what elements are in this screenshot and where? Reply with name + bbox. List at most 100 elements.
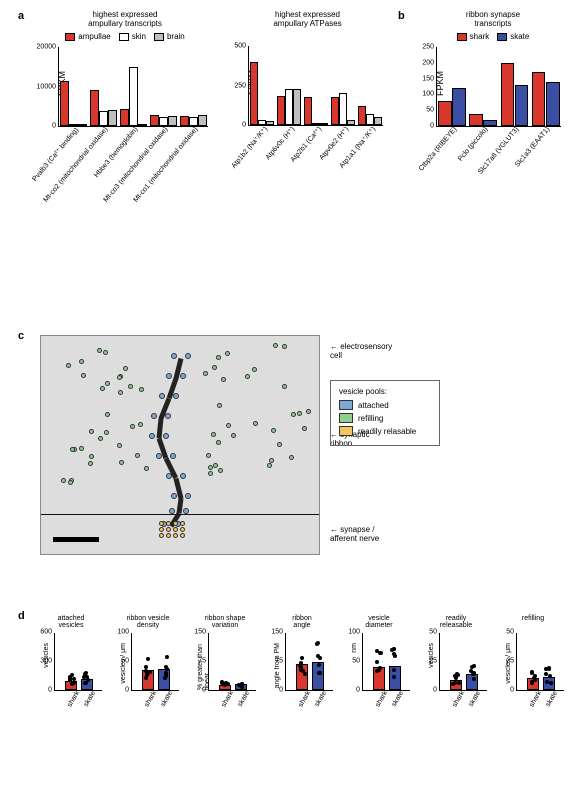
vesicle-refilling bbox=[118, 390, 123, 395]
datapoint bbox=[451, 682, 455, 686]
datapoint bbox=[299, 661, 303, 665]
panel-c-label: c bbox=[18, 330, 24, 342]
ytick: 150 bbox=[271, 629, 286, 636]
bar bbox=[374, 117, 382, 125]
panel-d-chart: ribbon vesicledensity vesicles / μm05010… bbox=[117, 615, 179, 691]
vpool-title: vesicle pools: bbox=[339, 387, 431, 396]
xlabel: shark bbox=[66, 690, 81, 708]
bar bbox=[180, 116, 189, 126]
vesicle-releasable bbox=[166, 521, 171, 526]
bar bbox=[293, 89, 301, 125]
datapoint bbox=[220, 681, 224, 685]
vesicle-refilling bbox=[217, 403, 222, 408]
xlabel: Pclo (piccolo) bbox=[457, 126, 489, 163]
vesicle-refilling bbox=[79, 359, 84, 364]
xlabel: Ctbp2a (RIBEYE) bbox=[417, 126, 458, 173]
vesicle-refilling bbox=[89, 454, 94, 459]
ytick: 150 bbox=[194, 629, 209, 636]
ytick: 150 bbox=[422, 75, 437, 82]
vesicle-attached bbox=[163, 433, 169, 439]
bar bbox=[483, 120, 497, 126]
chart-ribbon-transcripts: ribbon synapsetranscripts sharkskate FPK… bbox=[418, 10, 568, 127]
vesicle-attached bbox=[180, 373, 186, 379]
panel-b-label: b bbox=[398, 10, 405, 22]
bar bbox=[358, 106, 366, 125]
ytick: 50 bbox=[506, 629, 517, 636]
vesicle-refilling bbox=[100, 386, 105, 391]
vesicle-refilling bbox=[282, 344, 287, 349]
datapoint bbox=[377, 668, 381, 672]
ytick: 20000 bbox=[37, 44, 59, 51]
vesicle-refilling bbox=[289, 455, 294, 460]
bar bbox=[150, 115, 159, 126]
vesicle-refilling bbox=[105, 381, 110, 386]
vesicle-refilling bbox=[302, 426, 307, 431]
chart-a-legend: ampullaeskinbrain bbox=[40, 32, 210, 41]
legend-item: shark bbox=[457, 32, 490, 41]
vesicle-refilling bbox=[97, 348, 102, 353]
ytick: 50 bbox=[352, 658, 363, 665]
datapoint bbox=[456, 673, 460, 677]
datapoint bbox=[164, 665, 168, 669]
ytick: 0 bbox=[125, 687, 132, 694]
datapoint bbox=[318, 656, 322, 660]
ytick: 300 bbox=[40, 658, 55, 665]
vesicle-refilling bbox=[271, 428, 276, 433]
vpool-item: attached bbox=[339, 400, 431, 410]
panel-d-chart: refilling vesicles / μm02550sharkskate bbox=[502, 615, 564, 691]
datapoint bbox=[70, 682, 74, 686]
xlabel: skate bbox=[160, 690, 174, 708]
vesicle-refilling bbox=[212, 365, 217, 370]
datapoint bbox=[471, 672, 475, 676]
panel-d-chart: ribbonangle angle from PM075150sharkskat… bbox=[271, 615, 333, 691]
vesicle-releasable bbox=[180, 521, 185, 526]
bar bbox=[99, 111, 108, 126]
vesicle-attached bbox=[159, 393, 165, 399]
datapoint bbox=[317, 663, 321, 667]
vesicle-releasable bbox=[173, 521, 178, 526]
datapoint bbox=[239, 684, 243, 688]
datapoint bbox=[299, 668, 303, 672]
vesicle-attached bbox=[171, 493, 177, 499]
xlabel: skate bbox=[468, 690, 482, 708]
bar bbox=[138, 124, 147, 126]
vesicle-refilling bbox=[225, 351, 230, 356]
datapoint bbox=[544, 672, 548, 676]
ytick: 0 bbox=[242, 122, 249, 129]
xlabel: skate bbox=[237, 690, 251, 708]
datapoint bbox=[530, 680, 534, 684]
vesicle-refilling bbox=[68, 480, 73, 485]
legend-item: brain bbox=[154, 32, 185, 41]
vesicle-attached bbox=[165, 413, 171, 419]
datapoint bbox=[547, 666, 551, 670]
vesicle-refilling bbox=[117, 443, 122, 448]
ytick: 250 bbox=[234, 82, 249, 89]
vesicle-refilling bbox=[104, 430, 109, 435]
vesicle-pool-legend: vesicle pools: attachedrefillingreadily … bbox=[330, 380, 440, 446]
bar bbox=[90, 90, 99, 126]
bar bbox=[60, 81, 69, 126]
datapoint bbox=[68, 676, 72, 680]
bar bbox=[331, 97, 339, 125]
bar bbox=[258, 120, 266, 125]
bar bbox=[168, 116, 177, 126]
xlabel: skate bbox=[545, 690, 559, 708]
bar bbox=[277, 96, 285, 125]
em-micrograph bbox=[40, 335, 320, 555]
ytick: 250 bbox=[422, 44, 437, 51]
chart-highest-transcripts: highest expressedampullary transcripts a… bbox=[40, 10, 210, 127]
vesicle-attached bbox=[149, 433, 155, 439]
vesicle-attached bbox=[173, 393, 179, 399]
bar bbox=[469, 114, 483, 126]
datapoint bbox=[392, 652, 396, 656]
ytick: 0 bbox=[48, 687, 55, 694]
bar bbox=[159, 117, 168, 126]
vesicle-refilling bbox=[253, 421, 258, 426]
chart-b-legend: sharkskate bbox=[418, 32, 568, 41]
vesicle-refilling bbox=[203, 371, 208, 376]
scale-bar bbox=[53, 537, 99, 542]
panel-d-label: d bbox=[18, 610, 25, 622]
datapoint bbox=[532, 676, 536, 680]
ytick: 75 bbox=[275, 658, 286, 665]
ytick: 50 bbox=[121, 658, 132, 665]
